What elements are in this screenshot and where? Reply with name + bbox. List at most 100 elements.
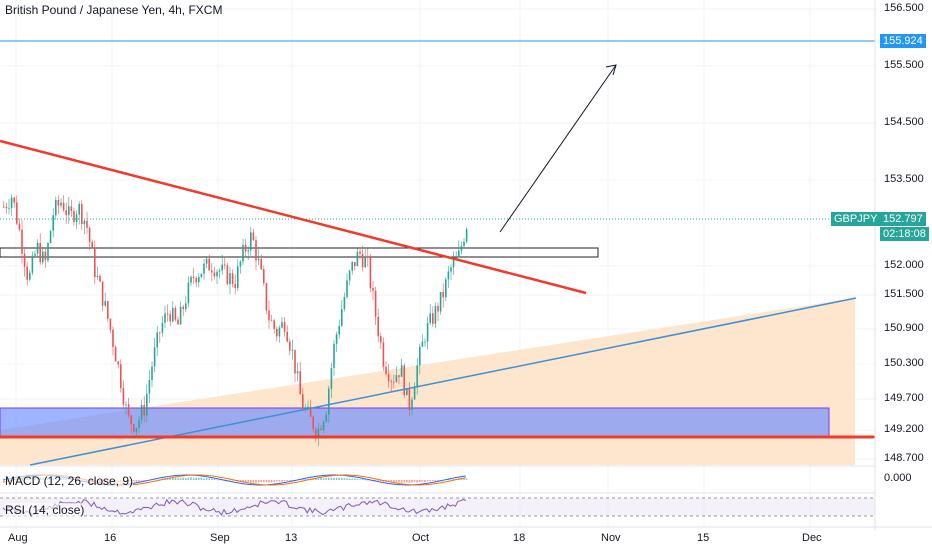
- candle-body: [244, 244, 247, 252]
- macd-bar: [211, 478, 213, 480]
- candle-body: [260, 258, 262, 270]
- candle-body: [239, 261, 242, 267]
- symbol-tag: GBPJPY: [831, 212, 881, 226]
- candle-body: [333, 343, 335, 368]
- candle-body: [187, 282, 190, 304]
- macd-axis-tick: 0.000: [884, 472, 912, 484]
- macd-bar: [408, 480, 411, 483]
- macd-bar: [291, 480, 294, 481]
- macd-bar: [315, 477, 317, 480]
- candle-body: [198, 277, 200, 283]
- macd-bar: [276, 480, 278, 482]
- candle-body: [291, 349, 294, 351]
- macd-bar: [421, 480, 424, 482]
- macd-bar: [367, 480, 369, 481]
- candle-body: [309, 406, 312, 417]
- candle-body: [403, 365, 405, 396]
- candle-body: [263, 269, 265, 284]
- candle-body: [94, 247, 96, 278]
- candle-body: [224, 264, 226, 266]
- macd-bar: [244, 480, 247, 483]
- candle-body: [122, 388, 125, 405]
- candle-body: [23, 253, 26, 267]
- candle-body: [398, 375, 400, 377]
- candle-body: [42, 251, 44, 263]
- macd-bar: [226, 480, 229, 481]
- macd-bar: [395, 480, 398, 483]
- candle-body: [320, 428, 322, 431]
- macd-bar: [403, 480, 405, 483]
- candle-body: [109, 318, 112, 330]
- macd-bar: [229, 480, 231, 481]
- candle-body: [34, 253, 36, 256]
- macd-bar: [330, 477, 333, 480]
- candle-body: [416, 365, 418, 388]
- projection-arrow: [499, 64, 617, 233]
- macd-bar: [424, 480, 426, 483]
- candle-body: [83, 220, 86, 225]
- candle-body: [458, 250, 460, 258]
- candle-body: [86, 220, 88, 228]
- macd-bar: [356, 478, 359, 480]
- candle-body: [143, 405, 145, 416]
- candle-body: [421, 341, 424, 347]
- candle-body: [286, 331, 288, 342]
- candle-body: [302, 394, 304, 409]
- macd-bar: [465, 478, 468, 480]
- macd-bar: [322, 478, 325, 480]
- candle-body: [439, 291, 442, 312]
- candle-body: [148, 380, 151, 394]
- macd-bar: [179, 477, 182, 480]
- time-tick: Sep: [210, 532, 230, 544]
- candle-body: [146, 393, 148, 416]
- candle-body: [112, 329, 114, 347]
- candle-body: [55, 199, 57, 216]
- candle-body: [299, 371, 301, 395]
- candle-body: [101, 281, 104, 306]
- candle-body: [195, 277, 197, 283]
- macd-bar: [361, 479, 364, 480]
- candle-body: [283, 322, 286, 332]
- candle-body: [153, 347, 156, 367]
- macd-bar: [174, 477, 177, 480]
- price-tick: 155.500: [884, 59, 924, 71]
- candlestick-series: [3, 194, 468, 447]
- macd-bar: [419, 480, 421, 483]
- price-tick: 150.900: [884, 322, 924, 334]
- candle-body: [315, 429, 317, 437]
- macd-bar: [205, 478, 208, 480]
- macd-bar: [286, 480, 288, 481]
- candle-body: [44, 251, 47, 261]
- macd-bar: [203, 478, 205, 480]
- candle-body: [281, 322, 283, 328]
- macd-label[interactable]: MACD (12, 26, close, 9): [5, 474, 134, 488]
- candle-body: [380, 336, 382, 343]
- macd-bar: [377, 480, 379, 481]
- macd-bar: [198, 477, 200, 480]
- candle-body: [192, 276, 195, 278]
- macd-bar: [463, 477, 465, 480]
- macd-bar: [317, 477, 320, 480]
- candle-body: [465, 229, 468, 242]
- candle-body: [190, 276, 192, 283]
- macd-bar: [304, 478, 307, 480]
- time-tick: Nov: [601, 532, 621, 544]
- macd-bar: [343, 478, 346, 480]
- candle-body: [31, 255, 34, 273]
- macd-bar: [346, 478, 348, 480]
- candle-body: [369, 257, 372, 289]
- macd-bar: [359, 479, 361, 480]
- macd-bar: [263, 480, 265, 483]
- candle-body: [120, 364, 122, 389]
- candle-body: [161, 322, 164, 333]
- candle-body: [73, 211, 75, 223]
- candle-body: [211, 270, 213, 273]
- candle-body: [426, 322, 429, 342]
- candle-body: [164, 313, 166, 323]
- candle-body: [447, 271, 450, 280]
- macd-bar: [231, 480, 234, 481]
- rsi-label[interactable]: RSI (14, close): [5, 503, 85, 517]
- candle-body: [133, 424, 135, 432]
- candle-body: [5, 206, 8, 209]
